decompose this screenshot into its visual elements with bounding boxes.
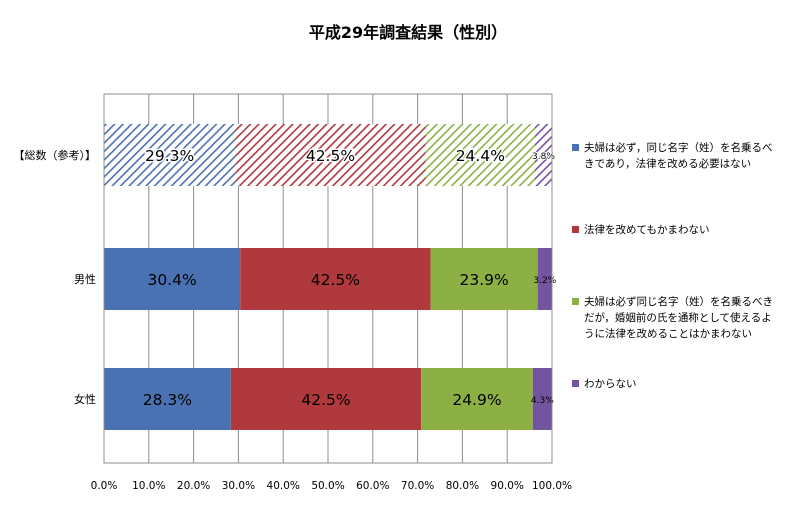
legend-item: わからない: [572, 376, 794, 392]
bar-segment: [532, 368, 552, 430]
legend-label: 夫婦は必ず同じ名字（姓）を名乗るべき: [584, 296, 773, 308]
x-tick-label: 0.0%: [91, 480, 118, 492]
legend-label: だが，婚姻前の氏を通称として使えるよ: [584, 312, 772, 324]
data-label: 4.3%: [531, 396, 554, 406]
legend-swatch: [572, 298, 579, 305]
x-tick-label: 80.0%: [446, 480, 479, 492]
data-label: 28.3%: [143, 391, 192, 409]
data-labels: 29.3% 42.5% 24.4% 3.8% 30.4% 42.5% 23.9% 3.2% 28…: [143, 146, 557, 410]
data-label: 23.9%: [460, 271, 509, 289]
x-tick-label: 40.0%: [267, 480, 300, 492]
bar-segment: [104, 248, 241, 310]
bar-segment: [104, 124, 236, 186]
legend-label: うに法律を改めることはかまわない: [584, 328, 752, 340]
bar-segment: [430, 248, 538, 310]
x-tick-label: 20.0%: [177, 480, 210, 492]
chart-title: 平成29年調査結果（性別）: [309, 23, 507, 42]
legend-label: 夫婦は必ず，同じ名字（姓）を名乗るべ: [584, 142, 773, 154]
x-tick-label: 10.0%: [132, 480, 165, 492]
data-label: 42.5%: [301, 391, 350, 409]
axes: 0.0% 10.0% 20.0% 30.0% 40.0% 50.0% 60.0% 70.0% 8…: [14, 93, 572, 492]
plot-frame: [103, 93, 553, 464]
x-tick-label: 100.0%: [532, 480, 572, 492]
data-label: 24.9%: [452, 391, 501, 409]
data-label: 3.2%: [533, 276, 556, 286]
x-tick-label: 30.0%: [222, 480, 255, 492]
legend-swatch: [572, 226, 579, 233]
legend-item: 夫婦は必ず同じ名字（姓）を名乗るべき だが，婚姻前の氏を通称として使えるよ うに法律…: [572, 294, 794, 342]
data-label: 29.3%: [145, 147, 194, 165]
category-label: 男性: [74, 272, 96, 286]
bar-segment: [425, 124, 535, 186]
legend-item: 夫婦は必ず，同じ名字（姓）を名乗るべ きであり，法律を改める必要はない: [572, 140, 794, 172]
category-label: 女性: [74, 392, 96, 406]
bar-segment: [230, 368, 422, 430]
legend-label: わからない: [584, 378, 637, 390]
x-tick-label: 50.0%: [311, 480, 344, 492]
legend-swatch: [572, 144, 579, 151]
x-tick-label: 90.0%: [491, 480, 524, 492]
bar-segment: [534, 124, 552, 186]
bar-segment: [537, 248, 552, 310]
bar-segment: [104, 368, 231, 430]
bar-segment: [240, 248, 431, 310]
data-label: 24.4%: [456, 147, 505, 165]
data-label: 42.5%: [306, 147, 355, 165]
data-label: 42.5%: [311, 271, 360, 289]
x-tick-label: 60.0%: [356, 480, 389, 492]
data-label: 30.4%: [147, 271, 196, 289]
data-label: 3.8%: [532, 152, 555, 162]
bar-segment: [421, 368, 533, 430]
legend-swatch: [572, 380, 579, 387]
category-label: 【総数（参考）】: [14, 148, 97, 162]
legend-item: 法律を改めてもかまわない: [572, 222, 794, 238]
legend-label: きであり，法律を改める必要はない: [584, 158, 752, 170]
bar-segment: [235, 124, 426, 186]
legend-label: 法律を改めてもかまわない: [584, 224, 710, 236]
bars: [104, 124, 552, 430]
x-tick-label: 70.0%: [401, 480, 434, 492]
